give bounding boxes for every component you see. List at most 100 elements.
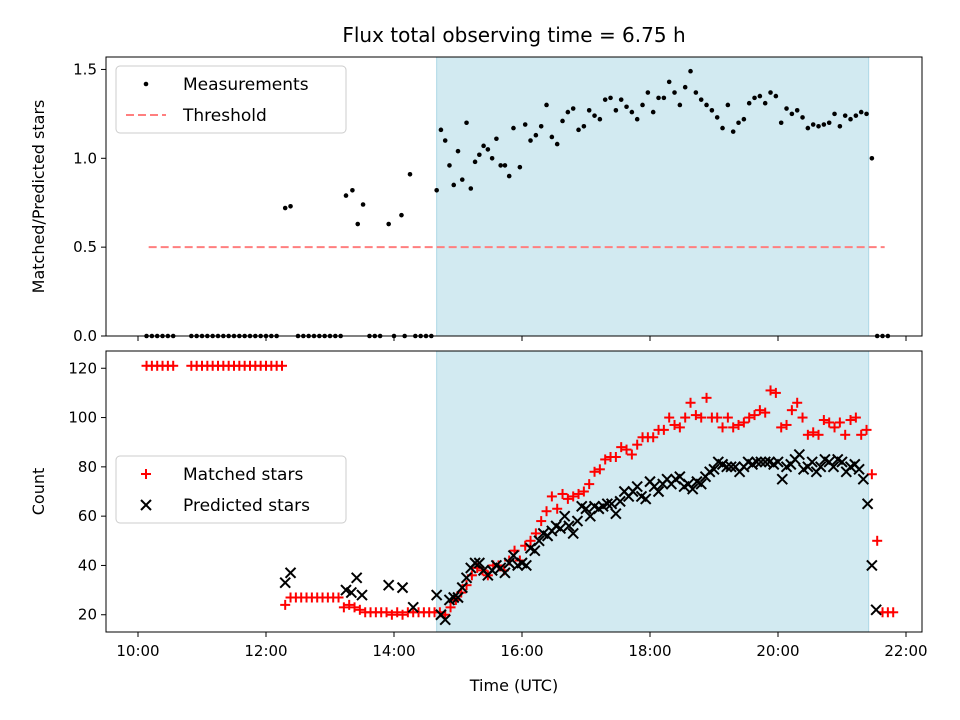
matched-point [744, 412, 755, 423]
y-tick-label: 100 [68, 409, 97, 427]
matched-point [770, 387, 781, 398]
y-tick-label: 20 [78, 606, 97, 624]
predicted-point [652, 485, 665, 498]
measurement-point [613, 108, 619, 113]
measurement-point [645, 90, 651, 95]
predicted-point [827, 461, 840, 473]
measurement-point [858, 109, 864, 115]
measurement-point [768, 90, 773, 95]
measurement-point [447, 163, 452, 168]
measurement-point [778, 120, 784, 126]
predicted-point [279, 576, 291, 589]
axes-frame [105, 56, 923, 337]
matched-point [546, 491, 557, 502]
y-tick-label: 1.5 [73, 60, 97, 78]
measurement-point [288, 203, 293, 209]
measurement-point [438, 127, 444, 133]
matched-point [621, 444, 632, 455]
matched-point [632, 439, 643, 450]
measurement-point [494, 136, 499, 142]
predicted-point [866, 559, 878, 572]
measurement-point [592, 113, 597, 118]
predicted-point [605, 498, 618, 510]
measurement-point [816, 124, 821, 129]
predicted-point [554, 522, 567, 535]
legend-marker [140, 499, 152, 511]
predicted-point [558, 510, 571, 522]
measurement-point [554, 141, 560, 147]
matched-point [813, 429, 824, 440]
measurement-point [624, 104, 629, 110]
measurement-point [704, 102, 709, 108]
y-axis-label: Count [29, 468, 48, 516]
measurement-point [698, 97, 704, 102]
predicted-point [350, 572, 363, 584]
predicted-point [776, 473, 788, 485]
predicted-point [439, 613, 451, 626]
bottom-panel: 20 40 60 80 100 120 10:00 12:00 14:00 16:00 18:00 2… [29, 350, 928, 660]
predicted-point [499, 567, 511, 579]
series-1 [144, 68, 891, 339]
measurement-point [442, 138, 448, 143]
matched-point [536, 516, 547, 527]
matched-point [722, 412, 733, 423]
predicted-point [520, 559, 532, 572]
measurement-point [407, 171, 413, 177]
matched-point [541, 506, 552, 517]
x-tick-label: 18:00 [628, 642, 671, 660]
x-tick-label: 16:00 [500, 642, 543, 660]
predicted-point [382, 579, 395, 591]
measurement-point [581, 124, 587, 129]
matched-point [781, 419, 792, 430]
predicted-point [567, 527, 579, 540]
predicted-point [721, 461, 733, 473]
matched-point [386, 609, 397, 620]
measurement-point [451, 182, 457, 188]
legend-marker [141, 469, 151, 479]
measurement-point [608, 95, 613, 101]
predicted-point [456, 581, 468, 594]
predicted-point [356, 589, 368, 601]
measurement-point [565, 109, 571, 115]
measurement-point [773, 93, 779, 99]
predicted-point [529, 544, 541, 557]
measurement-point [725, 102, 731, 108]
measurement-point [746, 100, 752, 106]
matched-point [760, 407, 771, 418]
measurement-point [869, 155, 875, 161]
predicted-point [814, 461, 827, 473]
measurement-point [511, 125, 516, 131]
measurement-point [549, 134, 555, 140]
matched-point [589, 466, 600, 477]
matched-point [888, 607, 899, 618]
measurement-point [544, 102, 549, 108]
measurement-point [666, 79, 672, 85]
measurement-point [399, 212, 404, 218]
matched-point [354, 604, 365, 615]
matched-point [845, 415, 856, 426]
matched-point [381, 607, 392, 618]
matched-point [829, 422, 840, 433]
measurement-point [485, 147, 491, 152]
measurement-point [528, 138, 533, 143]
matched-point [610, 451, 621, 462]
matched-point [856, 429, 867, 440]
measurement-point [714, 115, 720, 120]
shaded-interval [436, 56, 870, 337]
predicted-point [772, 456, 784, 468]
measurement-point [602, 97, 608, 102]
matched-point [568, 491, 579, 502]
measurement-point [762, 100, 768, 106]
measurement-point [522, 122, 528, 127]
measurement-point [794, 108, 800, 113]
x-tick-label: 10:00 [116, 642, 159, 660]
matched-point [733, 419, 744, 430]
predicted-point [793, 448, 806, 461]
measurement-point [853, 113, 859, 118]
matched-point [866, 469, 877, 480]
predicted-point [460, 572, 473, 584]
predicted-point [686, 483, 699, 495]
matched-point [277, 360, 287, 371]
measurement-point [506, 173, 512, 179]
measurement-point [350, 187, 355, 193]
